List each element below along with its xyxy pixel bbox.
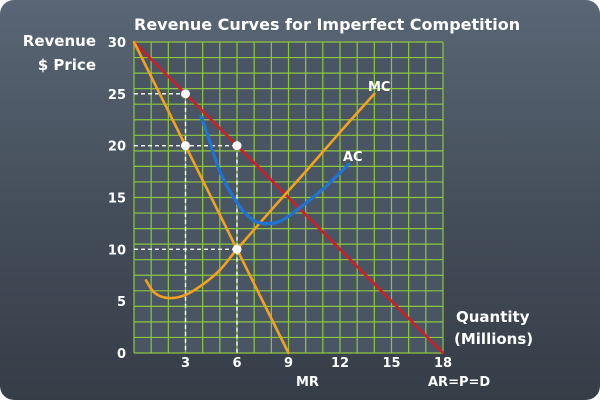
highlight-point bbox=[232, 244, 242, 254]
y-axis-title-line-1: Revenue bbox=[23, 32, 96, 50]
y-tick-label: 15 bbox=[108, 192, 126, 207]
chart-title: Revenue Curves for Imperfect Competition bbox=[134, 15, 520, 34]
y-tick-label: 25 bbox=[108, 88, 126, 103]
y-tick-label: 20 bbox=[108, 140, 126, 155]
x-tick-label: 12 bbox=[331, 356, 349, 371]
series-label-mc: MC bbox=[368, 80, 390, 95]
y-axis-title-line-2: $ Price bbox=[38, 56, 96, 74]
highlight-point bbox=[232, 141, 242, 151]
x-tick-label: 18 bbox=[434, 356, 452, 371]
highlight-point bbox=[181, 89, 190, 99]
x-axis-title-line-2: (Millions) bbox=[454, 330, 533, 348]
series-ac-curve bbox=[199, 115, 351, 226]
plot-area: 0 5 10 15 20 25 30 3 6 9 12 15 18 AR=P=D MR MC AC bbox=[108, 36, 490, 390]
series-label-ar-p-d: AR=P=D bbox=[428, 375, 490, 390]
highlight-point bbox=[181, 141, 190, 151]
y-tick-label: 30 bbox=[108, 36, 126, 51]
tick-labels: 0 5 10 15 20 25 30 3 6 9 12 15 18 bbox=[108, 36, 452, 371]
x-tick-label: 6 bbox=[232, 356, 241, 371]
series-mc-curve bbox=[144, 92, 376, 300]
x-axis-title-line-1: Quantity bbox=[456, 308, 530, 326]
y-tick-label: 5 bbox=[117, 295, 126, 310]
series-label-ac: AC bbox=[343, 150, 363, 165]
x-tick-label: 9 bbox=[284, 356, 293, 371]
x-tick-label: 15 bbox=[382, 356, 400, 371]
series-label-mr: MR bbox=[296, 375, 319, 390]
highlight-points bbox=[181, 89, 242, 254]
series-labels: AR=P=D MR MC AC bbox=[296, 80, 490, 390]
x-tick-label: 3 bbox=[181, 356, 190, 371]
y-tick-label: 0 bbox=[117, 347, 126, 362]
series-mr-curve bbox=[132, 40, 290, 355]
y-tick-label: 10 bbox=[108, 243, 126, 258]
